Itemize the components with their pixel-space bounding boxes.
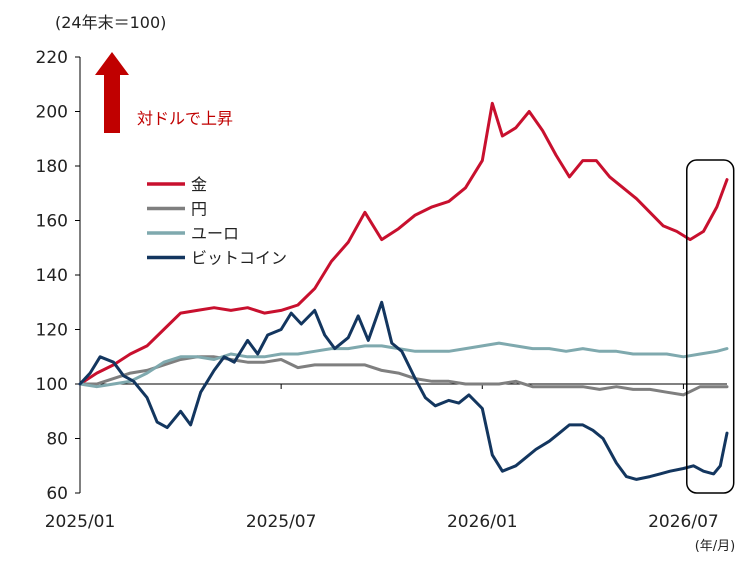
y-tick-label: 80	[46, 430, 68, 450]
series-lines	[78, 101, 729, 481]
series-line-0	[78, 101, 729, 386]
annotation-text: 対ドルで上昇	[137, 109, 233, 128]
legend-label: ユーロ	[191, 224, 239, 243]
x-tick-label: 2025/07	[246, 512, 317, 532]
x-tick-label: 2026/07	[648, 512, 719, 532]
x-tick-label: 2025/01	[45, 512, 116, 532]
legend-label: 金	[191, 175, 207, 194]
up-arrow-icon	[95, 52, 129, 133]
legend-label: 円	[191, 200, 207, 219]
highlight-box	[686, 159, 735, 494]
series-line-3	[78, 300, 729, 481]
series-line-1	[78, 355, 729, 397]
series-line-2	[78, 341, 729, 389]
axes: 60 80 100 120 140 160 180 200 220 2025/01 2025/07 2…	[36, 48, 727, 532]
x-unit-label: (年/月)	[695, 539, 736, 554]
y-unit-label: (24年末＝100)	[55, 13, 166, 32]
y-tick-label: 140	[36, 266, 68, 286]
y-tick-label: 100	[36, 375, 68, 395]
y-tick-label: 60	[46, 484, 68, 504]
y-tick-label: 120	[36, 321, 68, 341]
y-tick-label: 180	[36, 157, 68, 177]
highlight-box-layer	[686, 159, 735, 494]
y-tick-label: 220	[36, 48, 68, 68]
y-tick-label: 160	[36, 212, 68, 232]
legend-label: ビットコイン	[191, 249, 287, 268]
annotation: 対ドルで上昇	[95, 52, 233, 133]
x-tick-label: 2026/01	[447, 512, 518, 532]
y-tick-label: 200	[36, 103, 68, 123]
